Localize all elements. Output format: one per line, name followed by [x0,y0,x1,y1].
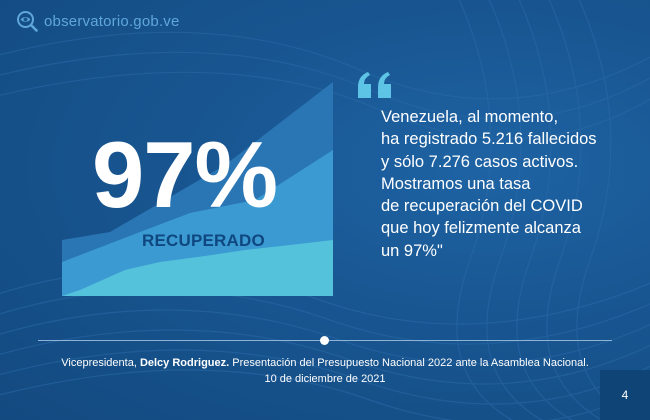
area-light-layer [62,240,333,296]
speaker-name: Delcy Rodriguez. [139,357,230,369]
eye-magnifier-icon [17,11,38,32]
caption-suffix: Presentación del Presupuesto Nacional 20… [229,357,589,369]
caption-date: 10 de diciembre de 2021 [264,373,386,385]
recovered-label: RECUPERADO [142,231,265,250]
page-number: 4 [600,370,650,420]
divider-dot [320,336,329,345]
caption-prefix: Vicepresidenta, [61,357,140,369]
source-caption: Vicepresidenta, Delcy Rodriguez. Present… [0,355,650,387]
logo-text[interactable]: observatorio.gob.ve [44,12,180,30]
site-logo[interactable]: observatorio.gob.ve [16,10,180,32]
quote-mark-icon [358,72,391,98]
caption-line-1: Vicepresidenta, Delcy Rodriguez. Present… [0,355,650,371]
quote-text: Venezuela, al momento, ha registrado 5.2… [381,108,597,260]
recovery-percentage: 97% [92,122,278,227]
